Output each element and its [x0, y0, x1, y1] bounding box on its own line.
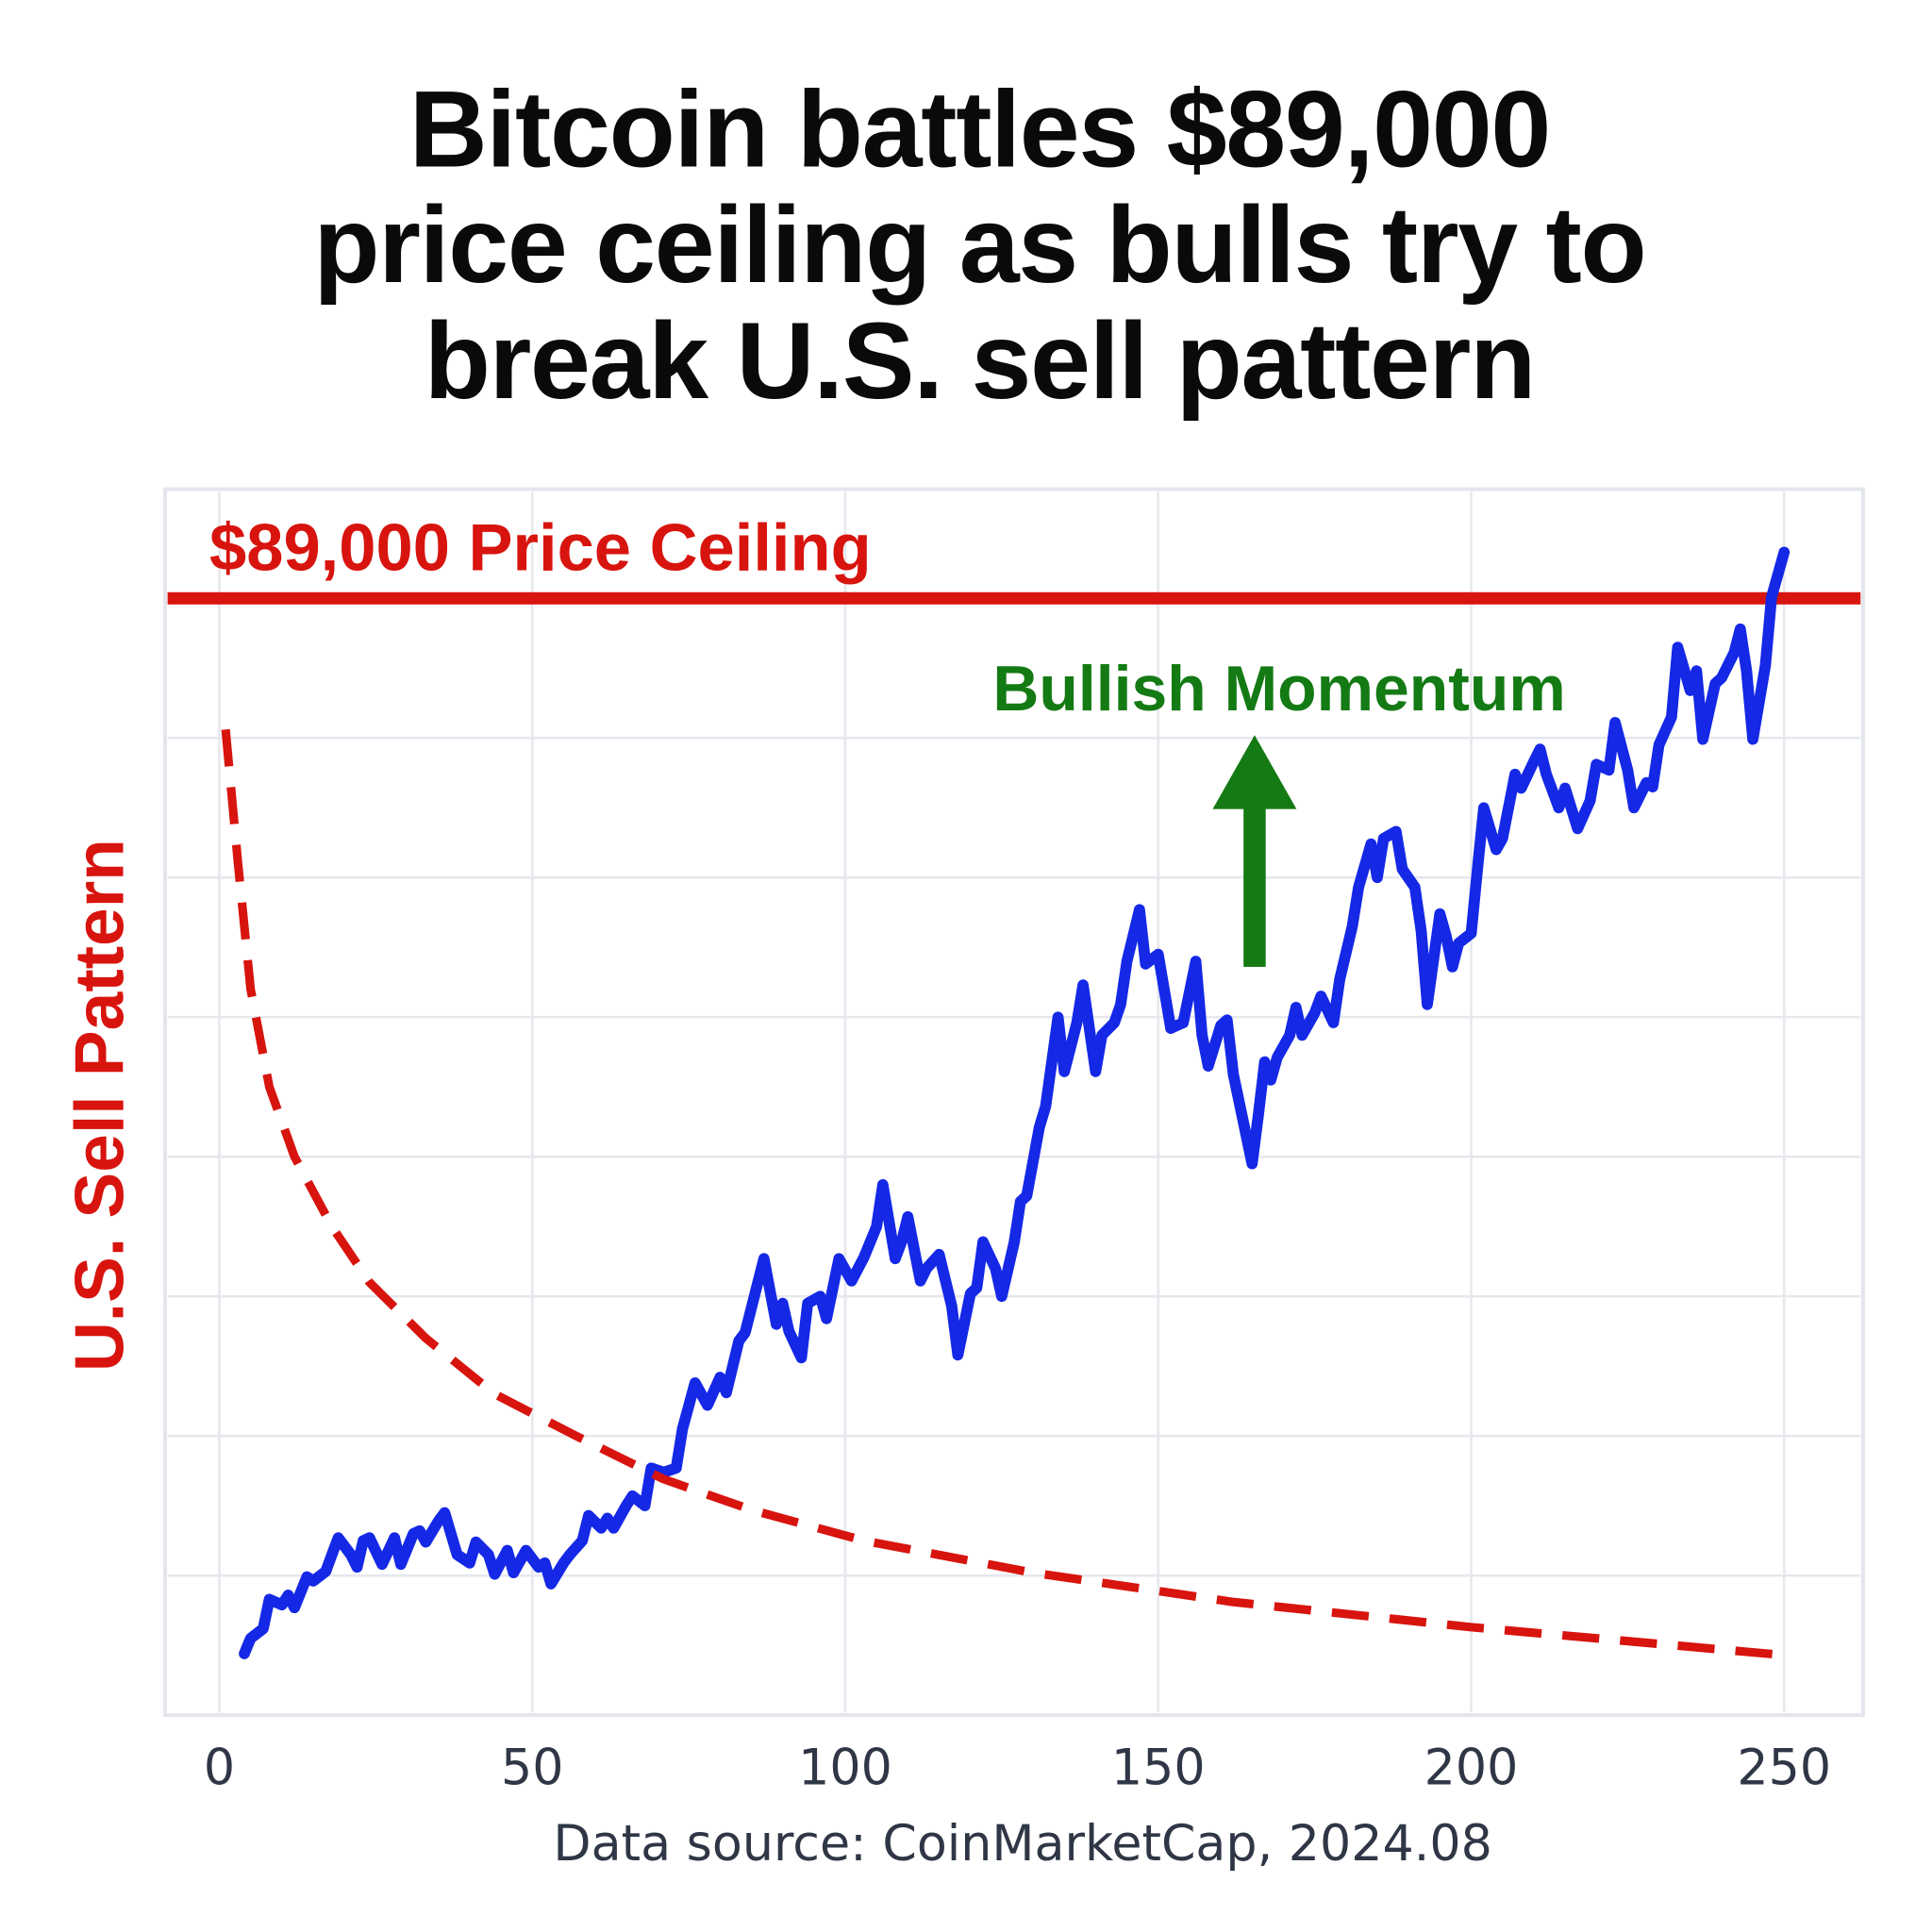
- grid: [167, 491, 1861, 1713]
- x-tick-label: 200: [1424, 1740, 1519, 1796]
- title-line-1: Bitcoin battles $89,000: [408, 67, 1552, 191]
- up-arrow-icon: [1212, 735, 1297, 967]
- chart-title: Bitcoin battles $89,000 price ceiling as…: [0, 67, 1932, 422]
- x-tick-label: 0: [204, 1740, 235, 1796]
- x-tick-label: 50: [501, 1740, 563, 1796]
- arrow-head: [1212, 735, 1297, 809]
- title-line-2: price ceiling as bulls try to: [313, 183, 1646, 306]
- x-tick-label: 100: [798, 1740, 892, 1796]
- series-group: [221, 546, 1790, 1660]
- x-tick-label: 250: [1737, 1740, 1831, 1796]
- data-source-note: Data source: CoinMarketCap, 2024.08: [553, 1816, 1491, 1873]
- x-tick-label: 150: [1111, 1740, 1206, 1796]
- title-line-3: break U.S. sell pattern: [424, 299, 1537, 422]
- arrow-shaft: [1243, 807, 1266, 967]
- price-line: [239, 546, 1790, 1659]
- y-axis-label: U.S. Sell Pattern: [62, 839, 139, 1372]
- price-ceiling-label: $89,000 Price Ceiling: [209, 510, 872, 585]
- bullish-momentum-label: Bullish Momentum: [992, 654, 1565, 724]
- x-tick-labels: 0 50 100 150 200 250: [204, 1740, 1831, 1796]
